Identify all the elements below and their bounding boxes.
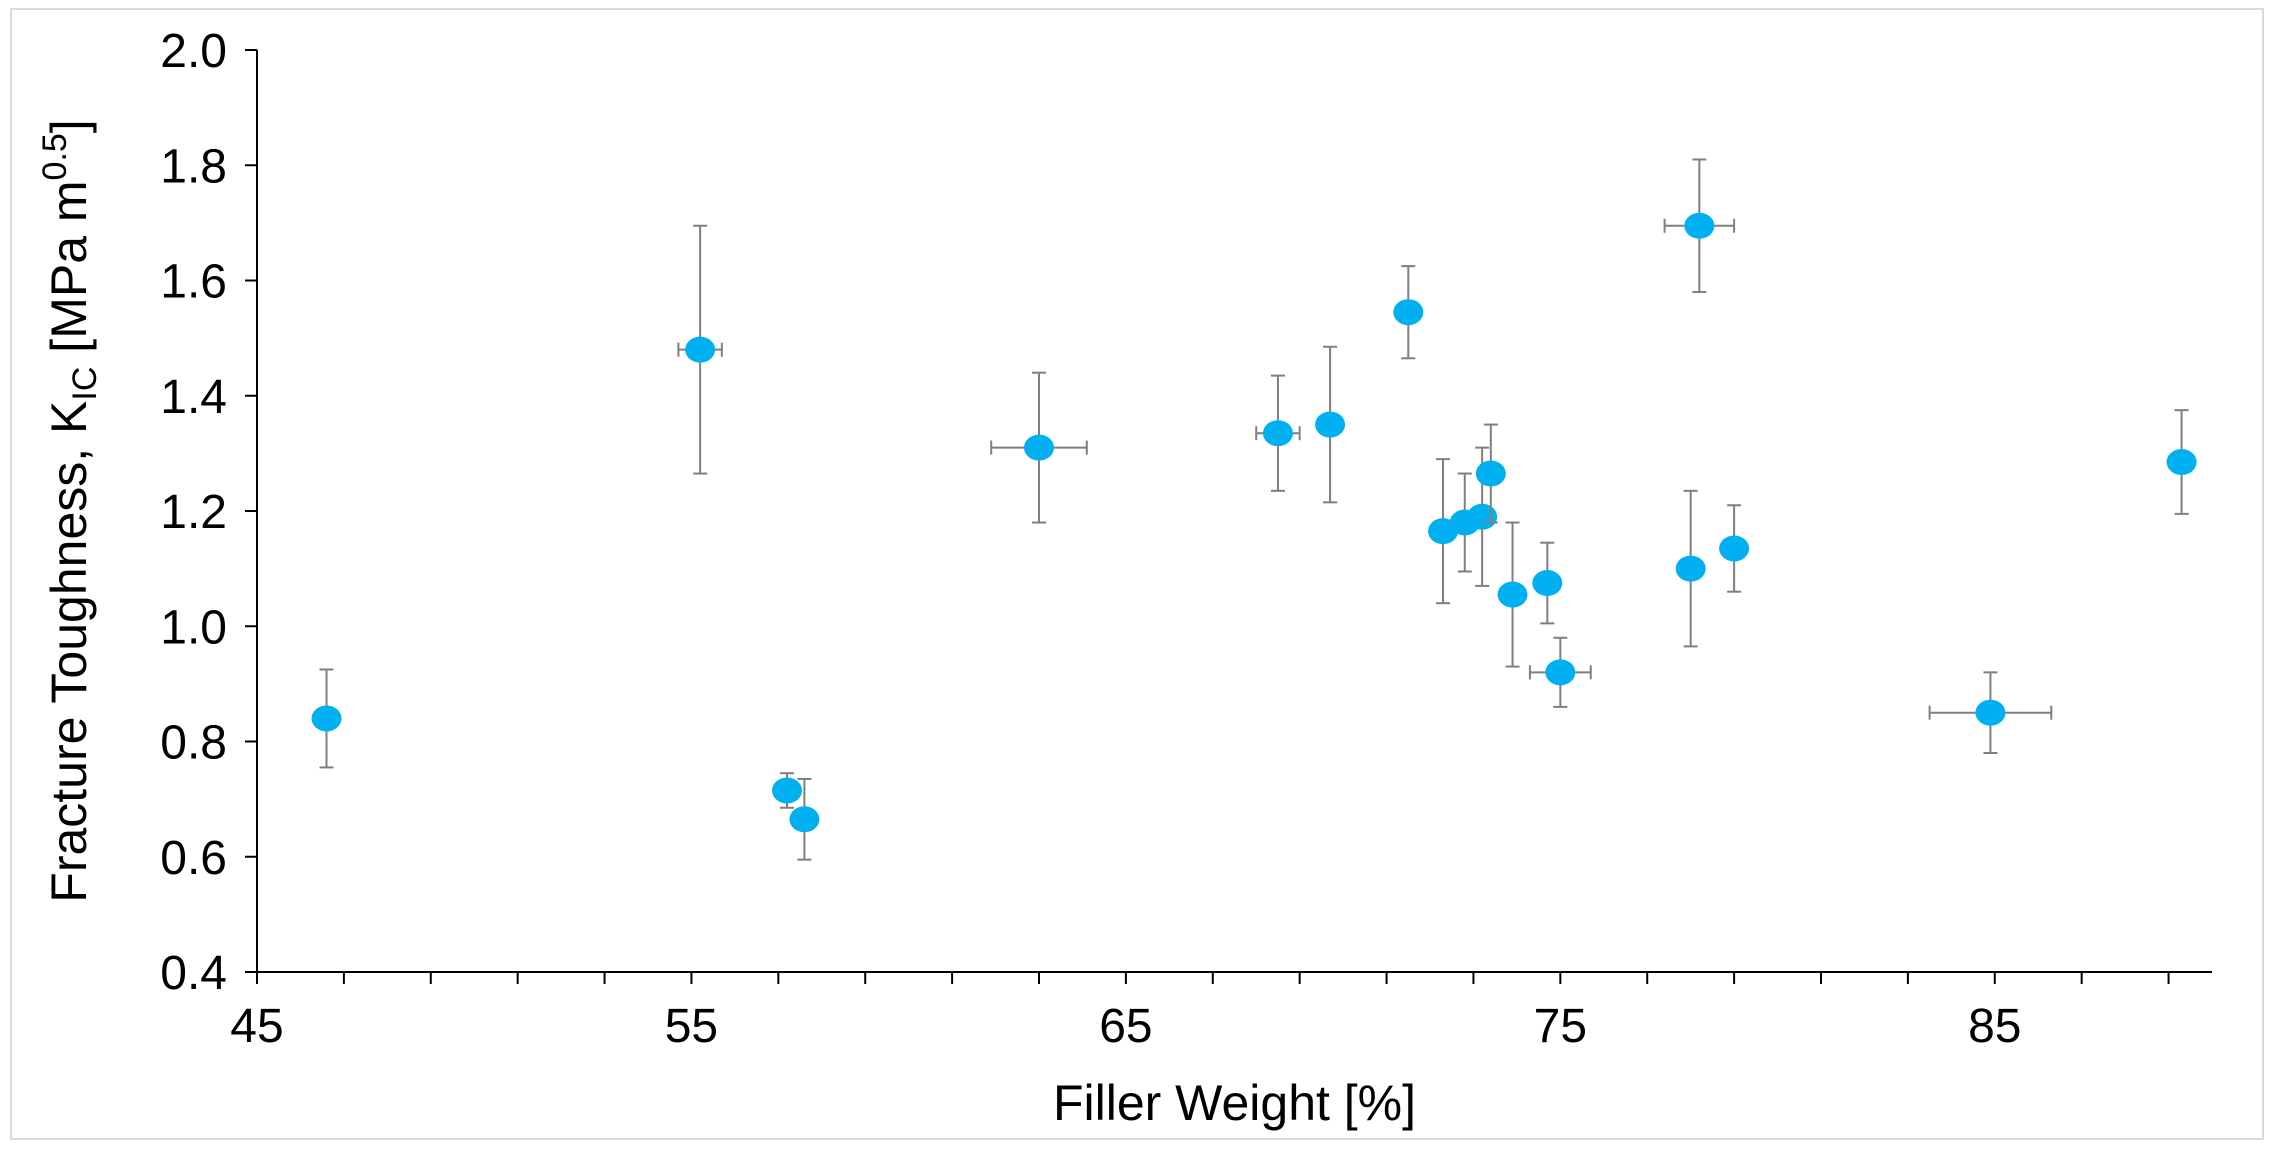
data-point — [789, 806, 820, 833]
data-point-group — [1497, 521, 1528, 668]
data-point-group — [1532, 541, 1563, 625]
y-axis-title-superscript: 0.5 — [36, 133, 74, 180]
chart-frame — [10, 8, 2264, 1140]
data-point-group — [1663, 158, 1736, 294]
data-point-group — [789, 777, 820, 861]
y-axis-title-middle: [MPa m — [41, 180, 97, 366]
data-point-group — [1315, 345, 1346, 504]
data-point — [1675, 555, 1706, 582]
data-series — [311, 158, 2197, 861]
data-point-group — [772, 772, 803, 809]
data-point — [1467, 503, 1498, 530]
data-point-group — [1475, 423, 1506, 524]
y-axis-title-suffix: ] — [41, 119, 97, 133]
data-point — [311, 705, 342, 732]
data-point-group — [311, 668, 342, 769]
data-point-group — [1393, 265, 1424, 360]
data-point — [1393, 299, 1424, 326]
y-tick-label: 1.0 — [160, 601, 227, 654]
data-point — [1545, 659, 1576, 686]
y-ticks: 0.4 0.6 0.8 1.0 1.2 1.4 1.6 1.8 2.0 — [160, 25, 257, 1000]
data-point — [1719, 535, 1750, 562]
data-point — [685, 336, 716, 363]
y-tick-label: 1.2 — [160, 486, 227, 539]
data-point-group — [1528, 636, 1592, 708]
x-tick-label: 45 — [230, 1000, 283, 1053]
data-point — [1475, 460, 1506, 487]
data-point-group — [1719, 504, 1750, 593]
data-point — [1497, 581, 1528, 608]
data-point-group — [2166, 409, 2197, 515]
data-point — [2166, 449, 2197, 476]
data-point-group — [677, 224, 723, 475]
x-ticks: 45 55 65 75 85 — [230, 972, 2170, 1053]
y-axis-title: Fracture Toughness, KIC [MPa m0.5] — [36, 119, 104, 902]
y-tick-label: 0.8 — [160, 717, 227, 770]
x-tick-label: 85 — [1968, 1000, 2021, 1053]
data-point-group — [990, 371, 1088, 524]
x-tick-label: 75 — [1534, 1000, 1587, 1053]
y-tick-label: 0.6 — [160, 832, 227, 885]
axes — [256, 50, 2212, 973]
data-point — [1975, 699, 2006, 726]
y-tick-label: 1.4 — [160, 371, 227, 424]
data-point — [1684, 212, 1715, 239]
y-tick-label: 2.0 — [160, 25, 227, 78]
x-tick-label: 55 — [665, 1000, 718, 1053]
y-axis-title-prefix: Fracture Toughness, K — [41, 401, 97, 903]
x-tick-label: 65 — [1099, 1000, 1152, 1053]
data-point — [1315, 411, 1346, 438]
data-point — [1532, 570, 1563, 597]
data-point — [1024, 434, 1054, 461]
y-tick-label: 0.4 — [160, 947, 227, 1000]
data-point — [772, 777, 803, 804]
data-point-group — [1675, 489, 1706, 648]
data-point-group — [1428, 458, 1459, 605]
y-tick-label: 1.6 — [160, 256, 227, 309]
data-point — [1262, 420, 1293, 447]
x-axis-title: Filler Weight [%] — [1053, 1075, 1416, 1131]
y-tick-label: 1.8 — [160, 140, 227, 193]
data-point-group — [1255, 374, 1301, 492]
y-axis-title-subscript: IC — [66, 367, 104, 401]
data-point-group — [1928, 671, 2053, 755]
